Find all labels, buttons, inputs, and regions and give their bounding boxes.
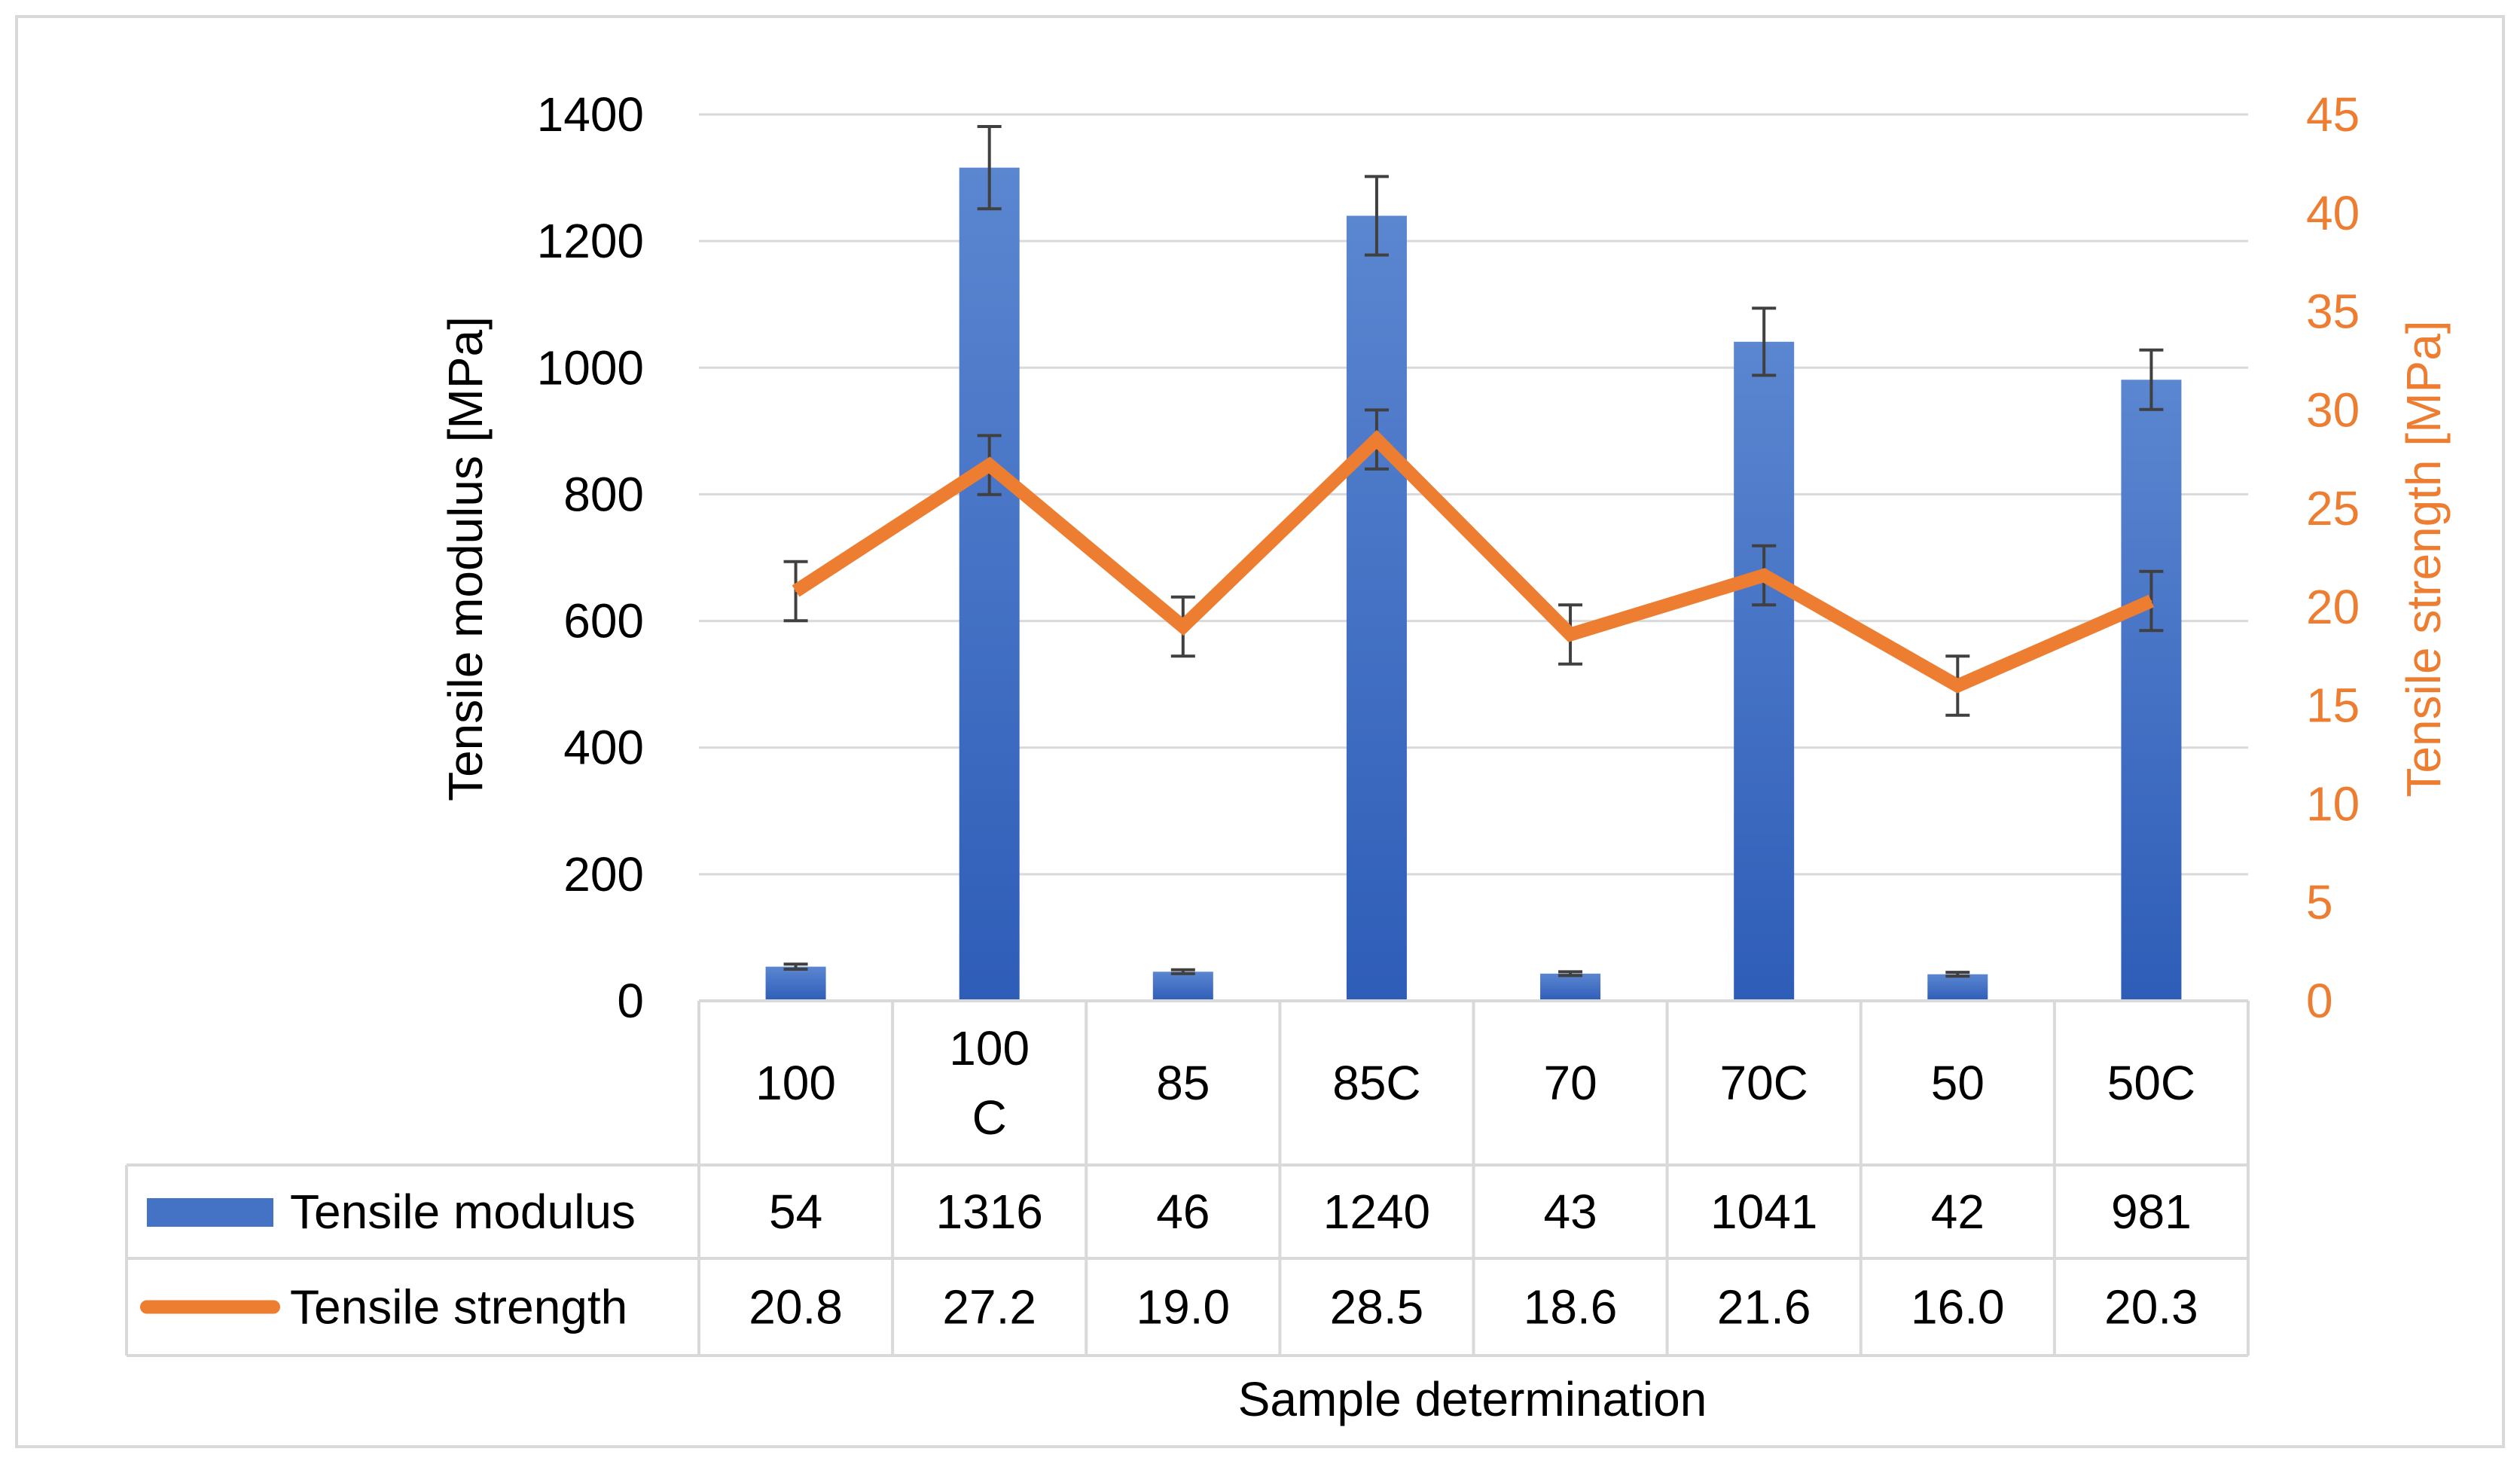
y-right-tick-label: 35 — [2306, 285, 2360, 339]
data-label-tensile-modulus: 1316 — [936, 1185, 1043, 1239]
data-label-tensile-modulus: 42 — [1931, 1185, 1985, 1239]
data-label-tensile-strength: 19.0 — [1136, 1280, 1231, 1334]
y-left-tick-label: 1200 — [537, 214, 644, 268]
legend-label-tensile-strength: Tensile strength — [290, 1280, 627, 1334]
y-left-tick-label: 0 — [617, 974, 644, 1028]
data-label-tensile-strength: 21.6 — [1717, 1280, 1811, 1334]
line-point — [2150, 600, 2152, 602]
y-left-tick-label: 400 — [563, 721, 644, 775]
data-label-tensile-modulus: 981 — [2111, 1185, 2192, 1239]
line-point — [988, 464, 990, 466]
y-right-tick-label: 45 — [2306, 87, 2360, 142]
data-label-tensile-modulus: 46 — [1156, 1185, 1210, 1239]
x-category-label: 85 — [1156, 1056, 1210, 1110]
data-label-tensile-strength: 16.0 — [1911, 1280, 2005, 1334]
bar — [1346, 215, 1407, 1001]
y-left-tick-label: 200 — [563, 847, 644, 901]
data-label-tensile-strength: 28.5 — [1330, 1280, 1424, 1334]
data-label-tensile-strength: 20.3 — [2104, 1280, 2198, 1334]
y-right-tick-label: 20 — [2306, 580, 2360, 634]
data-label-tensile-strength: 18.6 — [1524, 1280, 1618, 1334]
x-category-label: 70C — [1719, 1056, 1808, 1110]
bar — [1152, 971, 1213, 1001]
x-category-label: 70 — [1543, 1056, 1597, 1110]
tensile-strength-line — [792, 429, 2155, 694]
y-right-tick-label: 0 — [2306, 974, 2333, 1028]
bar — [1734, 341, 1795, 1002]
x-category-label: 50 — [1931, 1056, 1985, 1110]
y-right-tick-label: 40 — [2306, 186, 2360, 240]
y-axis-right-title: Tensile strength [MPa] — [2396, 320, 2451, 797]
x-axis-title: Sample determination — [1238, 1372, 1707, 1426]
data-label-tensile-modulus: 43 — [1543, 1185, 1597, 1239]
line-point — [1957, 685, 1959, 687]
y-right-tick-label: 15 — [2306, 679, 2360, 733]
legend-swatch-tensile-modulus — [147, 1198, 273, 1227]
y-right-tick-label: 25 — [2306, 481, 2360, 535]
line-point — [795, 590, 797, 592]
data-label-tensile-modulus: 54 — [769, 1185, 822, 1239]
bar — [1540, 973, 1601, 1001]
y-left-tick-label: 1400 — [537, 87, 644, 142]
data-label-tensile-strength: 20.8 — [749, 1280, 843, 1334]
y-left-tick-label: 800 — [563, 467, 644, 521]
x-category-label: 100 C — [949, 1021, 1030, 1145]
x-category-label: 85C — [1332, 1056, 1420, 1110]
legend-label-tensile-modulus: Tensile modulus — [290, 1185, 636, 1239]
bar — [2121, 380, 2182, 1001]
data-label-tensile-strength: 27.2 — [942, 1280, 1036, 1334]
line-point — [1375, 438, 1377, 441]
bar — [765, 966, 826, 1001]
data-label-tensile-modulus: 1240 — [1323, 1185, 1430, 1239]
y-axis-left-title: Tensile modulus [MPa] — [438, 316, 493, 801]
line-point — [1763, 575, 1765, 577]
line-point — [1570, 633, 1572, 636]
y-left-tick-label: 600 — [563, 594, 644, 648]
line-point — [1182, 626, 1184, 628]
x-category-label: 50C — [2107, 1056, 2195, 1110]
y-left-tick-label: 1000 — [537, 340, 644, 395]
y-right-tick-label: 30 — [2306, 383, 2360, 437]
bar — [1927, 974, 1988, 1001]
y-right-tick-label: 10 — [2306, 776, 2360, 831]
x-category-label: 100 — [755, 1056, 836, 1110]
y-right-tick-label: 5 — [2306, 875, 2333, 929]
chart-border — [15, 15, 2505, 1448]
data-label-tensile-modulus: 1041 — [1710, 1185, 1817, 1239]
bar — [959, 167, 1020, 1001]
